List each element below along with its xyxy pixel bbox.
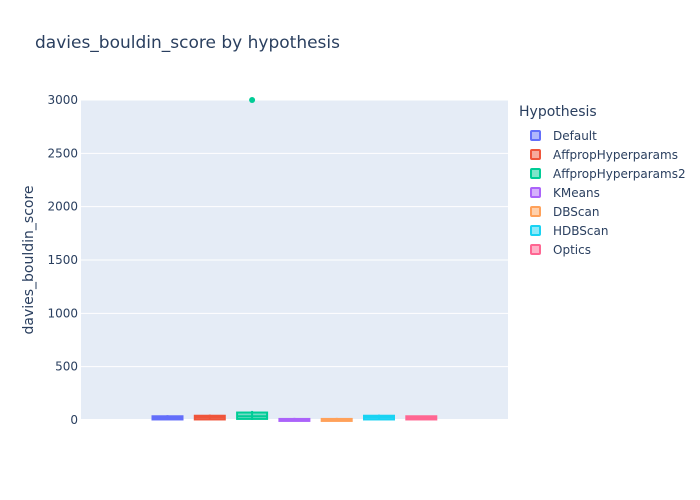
legend-items: Default AffpropHyperparams AffpropHyperpar… [519, 126, 686, 259]
y-axis-ticks: 0 500 1000 1500 2000 2500 3000 [47, 93, 78, 427]
legend-swatch [530, 244, 541, 255]
legend: Hypothesis Default AffpropHyperparams Affp… [519, 104, 686, 259]
legend-label: AffpropHyperparams2 [553, 166, 686, 181]
legend-item-dbscan[interactable]: DBScan [519, 202, 686, 221]
y-tick-label: 3000 [47, 93, 78, 107]
chart-title: davies_bouldin_score by hypothesis [35, 33, 340, 53]
box-optics[interactable] [405, 415, 438, 421]
legend-swatch [530, 206, 541, 217]
legend-item-affprophyperparams[interactable]: AffpropHyperparams [519, 145, 686, 164]
y-tick-label: 2000 [47, 200, 78, 214]
legend-item-hdbscan[interactable]: HDBScan [519, 221, 686, 240]
legend-label: AffpropHyperparams [553, 147, 678, 162]
boxes[interactable] [151, 97, 438, 422]
y-tick-label: 0 [70, 413, 78, 427]
legend-item-affprophyperparams2[interactable]: AffpropHyperparams2 [519, 164, 686, 183]
legend-item-optics[interactable]: Optics [519, 240, 686, 259]
box-dbscan[interactable] [320, 417, 353, 422]
outlier-point[interactable] [249, 97, 256, 103]
y-tick-label: 1500 [47, 253, 78, 267]
y-tick-label: 1000 [47, 306, 78, 320]
legend-swatch [530, 187, 541, 198]
legend-label: Optics [553, 242, 591, 257]
legend-swatch [530, 225, 541, 236]
legend-label: Default [553, 128, 597, 143]
box-hdbscan[interactable] [363, 414, 395, 421]
legend-title: Hypothesis [519, 104, 597, 120]
y-axis-label: davies_bouldin_score [21, 185, 37, 334]
y-tick-label: 2500 [47, 146, 78, 160]
box-affprophyperparams[interactable] [193, 414, 226, 421]
y-tick-label: 500 [55, 360, 78, 374]
legend-label: KMeans [553, 185, 600, 200]
box-default[interactable] [151, 415, 184, 421]
legend-swatch [530, 130, 541, 141]
legend-item-default[interactable]: Default [519, 126, 686, 145]
box-affprophyperparams2[interactable] [236, 97, 269, 420]
box-kmeans[interactable] [278, 417, 311, 422]
legend-label: DBScan [553, 204, 600, 219]
legend-label: HDBScan [553, 223, 609, 238]
legend-swatch [530, 168, 541, 179]
legend-item-kmeans[interactable]: KMeans [519, 183, 686, 202]
legend-swatch [530, 149, 541, 160]
